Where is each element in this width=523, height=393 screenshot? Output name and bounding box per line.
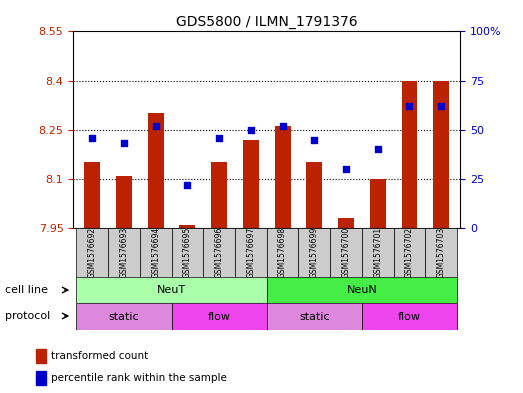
Bar — [433, 81, 449, 228]
Bar — [36, 371, 46, 385]
Text: GSM1576694: GSM1576694 — [151, 227, 160, 278]
Bar — [84, 162, 100, 228]
Point — [342, 166, 350, 172]
Text: GSM1576699: GSM1576699 — [310, 227, 319, 278]
Text: static: static — [299, 312, 329, 321]
Text: flow: flow — [208, 312, 231, 321]
Bar — [179, 225, 196, 228]
Text: transformed count: transformed count — [51, 351, 148, 361]
Point — [215, 134, 223, 141]
Bar — [76, 228, 108, 277]
Bar — [116, 176, 132, 228]
Bar — [362, 228, 394, 277]
Point — [278, 123, 287, 129]
Bar — [203, 228, 235, 277]
Text: GSM1576697: GSM1576697 — [246, 227, 255, 278]
Bar — [394, 228, 425, 277]
Title: GDS5800 / ILMN_1791376: GDS5800 / ILMN_1791376 — [176, 15, 358, 29]
Bar — [243, 140, 259, 228]
Bar — [140, 228, 172, 277]
Text: flow: flow — [398, 312, 421, 321]
Bar — [76, 277, 267, 303]
Bar — [76, 303, 172, 330]
Text: NeuN: NeuN — [347, 285, 377, 295]
Point — [152, 123, 160, 129]
Text: percentile rank within the sample: percentile rank within the sample — [51, 373, 226, 383]
Point — [437, 103, 446, 109]
Text: GSM1576693: GSM1576693 — [119, 227, 129, 278]
Bar — [275, 127, 290, 228]
Bar — [267, 303, 362, 330]
Bar — [330, 228, 362, 277]
Bar — [267, 277, 457, 303]
Bar — [267, 228, 299, 277]
Text: GSM1576692: GSM1576692 — [88, 227, 97, 278]
Text: GSM1576695: GSM1576695 — [183, 227, 192, 278]
Bar — [425, 228, 457, 277]
Bar — [172, 228, 203, 277]
Bar — [211, 162, 227, 228]
Text: static: static — [109, 312, 139, 321]
Bar — [299, 228, 330, 277]
Text: NeuT: NeuT — [157, 285, 186, 295]
Text: protocol: protocol — [5, 311, 51, 321]
Bar — [362, 303, 457, 330]
Bar — [148, 113, 164, 228]
Point — [373, 146, 382, 152]
Point — [88, 134, 96, 141]
Point — [120, 140, 128, 147]
Text: GSM1576700: GSM1576700 — [342, 227, 350, 278]
Text: GSM1576701: GSM1576701 — [373, 227, 382, 278]
Point — [183, 182, 191, 188]
Text: GSM1576703: GSM1576703 — [437, 227, 446, 278]
Text: GSM1576696: GSM1576696 — [214, 227, 224, 278]
Point — [310, 136, 319, 143]
Point — [405, 103, 414, 109]
Bar — [402, 81, 417, 228]
Bar — [36, 349, 46, 363]
Bar — [108, 228, 140, 277]
Text: cell line: cell line — [5, 285, 48, 295]
Text: GSM1576702: GSM1576702 — [405, 227, 414, 278]
Point — [247, 127, 255, 133]
Text: GSM1576698: GSM1576698 — [278, 227, 287, 278]
Bar — [338, 218, 354, 228]
Bar — [172, 303, 267, 330]
Bar — [235, 228, 267, 277]
Bar — [306, 162, 322, 228]
Bar — [370, 179, 385, 228]
